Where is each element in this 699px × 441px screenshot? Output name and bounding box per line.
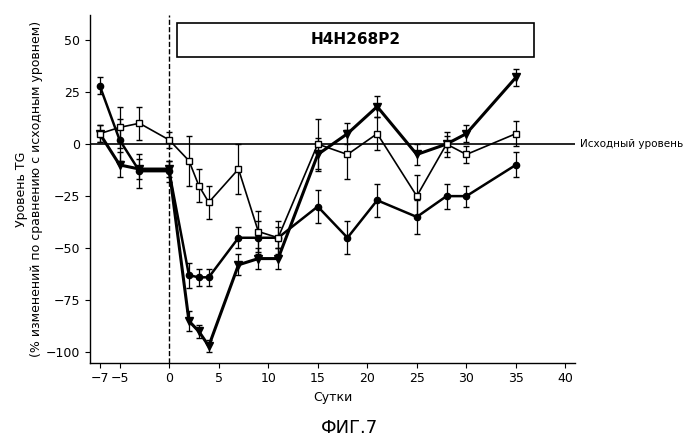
Text: Исходный уровень: Исходный уровень (580, 139, 684, 149)
Text: ФИГ.7: ФИГ.7 (321, 419, 378, 437)
X-axis label: Сутки: Сутки (313, 391, 352, 404)
Bar (177, 23, 534, 56)
Y-axis label: Уровень TG
(% изменений по сравнению с исходным уровнем): Уровень TG (% изменений по сравнению с и… (15, 21, 43, 357)
Text: H4H268P2: H4H268P2 (310, 33, 401, 48)
